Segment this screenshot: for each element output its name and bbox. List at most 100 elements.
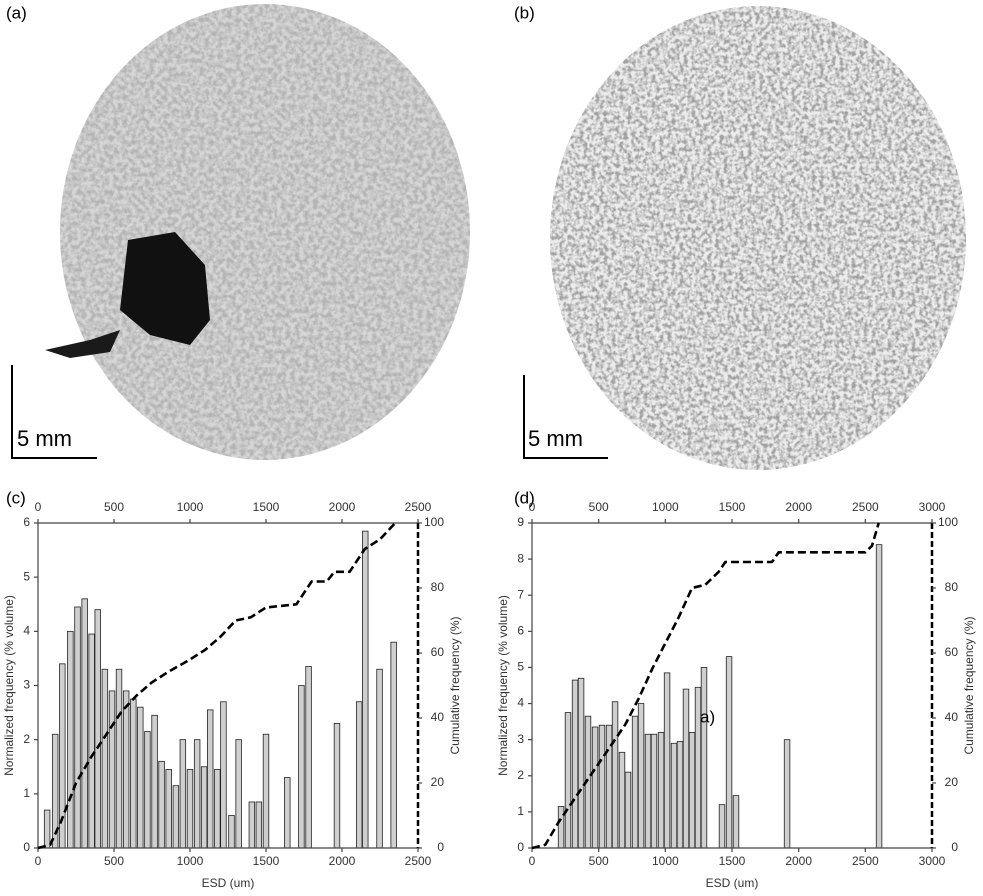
- bar: [179, 739, 187, 849]
- bar: [151, 714, 158, 849]
- panel-label: (d): [514, 488, 535, 507]
- x-tick-label: 3000: [919, 854, 946, 868]
- y2-tick-label: 100: [938, 515, 958, 529]
- x-tick-label: 2000: [785, 854, 812, 868]
- bar: [564, 712, 572, 849]
- bar: [228, 815, 235, 849]
- y-axis-label: Normalized frequency (% volume): [496, 595, 510, 776]
- y-tick-label: 5: [23, 569, 30, 583]
- panel-label: (a): [6, 3, 27, 22]
- y-axis-label: Normalized frequency (% volume): [2, 595, 16, 776]
- bar: [88, 633, 95, 849]
- x-top-tick-label: 2000: [785, 500, 812, 514]
- scale-label: 5 mm: [528, 426, 583, 451]
- bar: [591, 726, 599, 849]
- y2-tick-label: 60: [431, 645, 445, 659]
- y-tick-label: 0: [517, 840, 524, 854]
- y-tick-label: 0: [23, 840, 30, 854]
- y-tick-label: 4: [23, 624, 30, 638]
- bar: [390, 641, 397, 849]
- y-tick-label: 3: [23, 678, 30, 692]
- x-tick-label: 500: [104, 854, 124, 868]
- panel-label: (c): [6, 488, 26, 507]
- bar: [718, 804, 726, 849]
- scale-label: 5 mm: [17, 426, 72, 451]
- y2-tick-label: 20: [431, 775, 445, 789]
- scale-bar: [523, 375, 608, 459]
- y2-tick-label: 60: [945, 645, 959, 659]
- bar: [682, 688, 690, 849]
- x-tick-label: 1500: [253, 854, 280, 868]
- bar: [248, 801, 256, 849]
- bar: [81, 598, 88, 849]
- bar: [676, 741, 684, 849]
- bar: [220, 701, 227, 849]
- y-tick-label: 5: [517, 660, 524, 674]
- bar: [557, 806, 565, 849]
- cumulative-line: [531, 522, 880, 850]
- y2-tick-label: 100: [424, 515, 444, 529]
- x-axis-label: ESD (um): [202, 876, 255, 890]
- bar: [305, 666, 312, 849]
- bar: [875, 544, 883, 849]
- y-tick-label: 7: [517, 587, 524, 601]
- y-tick-label: 8: [517, 551, 524, 565]
- bar: [108, 690, 116, 849]
- bar: [577, 677, 585, 849]
- bar: [255, 801, 263, 849]
- bar: [644, 733, 652, 849]
- bar: [688, 732, 696, 849]
- bar: [186, 769, 194, 849]
- y2-tick-label: 40: [945, 710, 959, 724]
- x-top-tick-label: 500: [589, 500, 609, 514]
- y-tick-label: 9: [517, 515, 524, 529]
- x-tick-label: 1500: [719, 854, 746, 868]
- x-top-tick-label: 1500: [253, 500, 280, 514]
- x-top-tick-label: 1000: [177, 500, 204, 514]
- y-tick-label: 1: [23, 786, 30, 800]
- x-top-tick-label: 0: [35, 500, 42, 514]
- y2-axis-label: Cumulative frequency (%): [962, 616, 976, 754]
- x-top-tick-label: 500: [104, 500, 124, 514]
- y2-tick-label: 20: [945, 775, 959, 789]
- x-tick-label: 0: [35, 854, 42, 868]
- panel-label: (b): [514, 3, 535, 22]
- bar: [362, 530, 369, 849]
- bar: [101, 668, 109, 849]
- y-tick-label: 1: [517, 804, 524, 818]
- bar: [732, 795, 740, 849]
- bar: [262, 733, 270, 849]
- bar: [207, 709, 214, 849]
- y-tick-label: 2: [517, 768, 524, 782]
- y2-tick-label: 40: [431, 710, 445, 724]
- bar: [333, 723, 341, 849]
- cumulative-line: [37, 522, 397, 850]
- bar: [783, 739, 791, 849]
- bar: [598, 724, 606, 849]
- annotation: a): [700, 707, 715, 726]
- y2-axis-label: Cumulative frequency (%): [448, 616, 462, 754]
- x-top-tick-label: 1000: [652, 500, 679, 514]
- y-tick-label: 6: [23, 515, 30, 529]
- bar: [130, 698, 137, 849]
- x-top-tick-label: 2500: [852, 500, 879, 514]
- bar: [115, 668, 123, 849]
- sample-image-a: [45, 4, 470, 460]
- bar: [700, 667, 708, 849]
- x-top-tick-label: 3000: [919, 500, 946, 514]
- bar: [663, 672, 671, 849]
- x-tick-label: 2500: [852, 854, 879, 868]
- bar: [94, 609, 101, 849]
- y2-tick-label: 0: [437, 840, 444, 854]
- bar: [172, 785, 180, 849]
- x-tick-label: 1000: [652, 854, 679, 868]
- bar: [235, 739, 242, 849]
- bar: [74, 606, 81, 849]
- bar: [624, 771, 632, 849]
- y-tick-label: 2: [23, 732, 30, 746]
- bar: [611, 701, 619, 849]
- bar: [355, 701, 363, 849]
- bar: [298, 685, 305, 849]
- x-axis-label: ESD (um): [706, 876, 759, 890]
